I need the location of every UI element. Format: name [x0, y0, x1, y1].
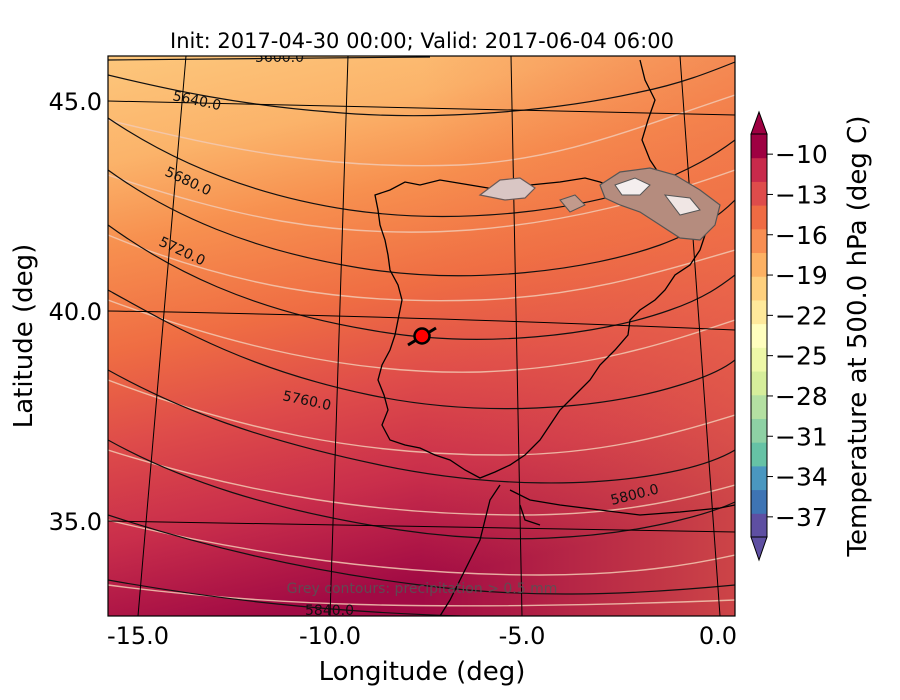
y-tick-labels: 45.0 40.0 35.0 — [49, 88, 102, 536]
colorbar-segment — [751, 489, 767, 514]
temperature-contours — [108, 94, 735, 607]
station-dot — [413, 327, 431, 345]
colorbar-segment — [751, 323, 767, 348]
precipitation-contours — [478, 167, 721, 241]
gridline-lat-40 — [108, 310, 735, 331]
map-frame — [107, 55, 736, 617]
x-tick-label: 0.0 — [699, 622, 737, 650]
y-axis-label: Latitude (deg) — [9, 244, 39, 429]
gridline-lon-0 — [679, 56, 721, 616]
france-coastline — [639, 59, 661, 176]
y-tick-label: 40.0 — [49, 298, 102, 326]
iberia-coastline — [374, 174, 711, 479]
x-tick-labels: -15.0 -10.0 -5.0 0.0 — [107, 622, 737, 650]
colorbar-tick-label: −13 — [775, 180, 828, 209]
gridline-lat-35 — [108, 520, 735, 533]
gridline-lon-m15 — [137, 56, 187, 616]
colorbar-segment — [751, 276, 767, 301]
colorbar-label: Temperature at 500.0 hPa (deg C) — [843, 116, 873, 558]
figure-title: Init: 2017-04-30 00:00; Valid: 2017-06-0… — [170, 29, 674, 53]
colorbar-tick-label: −28 — [775, 382, 828, 411]
precipitation-note: Grey contours: precipitation > 0.5 mm — [287, 581, 558, 597]
colorbar-min-extension — [750, 536, 768, 562]
colorbar-frame — [750, 133, 768, 538]
colorbar-segment — [751, 252, 767, 277]
colorbar-tick-label: −19 — [775, 261, 828, 290]
colorbar: −10 −13 −16 −19 −22 −25 −28 −31 −34 −37 Temperatu… — [750, 110, 873, 562]
coastlines — [374, 59, 735, 616]
x-tick-label: -5.0 — [499, 622, 546, 650]
colorbar-tick-label: −10 — [775, 140, 828, 169]
colorbar-tick-label: −34 — [775, 463, 828, 492]
gridline-lon-m10 — [329, 56, 349, 616]
morocco-coastline — [439, 484, 501, 616]
colorbar-segment — [751, 181, 767, 206]
colorbar-tick-label: −31 — [775, 422, 828, 451]
colorbar-segments — [751, 134, 767, 538]
colorbar-max-extension — [750, 110, 768, 135]
colorbar-ticks: −10 −13 −16 −19 −22 −25 −28 −31 −34 −37 — [767, 140, 828, 532]
colorbar-segment — [751, 228, 767, 254]
colorbar-segment — [751, 299, 767, 325]
map-panel: 5600.0 5640.0 5680.0 5720.0 5760.0 5800.… — [108, 50, 735, 619]
station-marker — [407, 326, 437, 347]
x-tick-label: -10.0 — [299, 622, 361, 650]
colorbar-tick-label: −16 — [775, 221, 828, 250]
colorbar-segment — [751, 513, 767, 538]
colorbar-segment — [751, 157, 767, 182]
height-contours — [108, 56, 735, 616]
x-axis-label: Longitude (deg) — [319, 657, 526, 687]
colorbar-segment — [751, 465, 767, 491]
colorbar-segment — [751, 442, 767, 467]
contour-label: 5600.0 — [255, 50, 304, 66]
contour-label: 5840.0 — [305, 603, 354, 619]
colorbar-tick-label: −37 — [775, 503, 828, 532]
colorbar-tick-label: −25 — [775, 342, 828, 371]
colorbar-segment — [751, 394, 767, 419]
x-tick-label: -15.0 — [107, 622, 169, 650]
colorbar-segment — [751, 205, 767, 230]
strait-detail — [519, 504, 541, 526]
colorbar-segment — [751, 347, 767, 372]
y-tick-label: 35.0 — [49, 508, 102, 536]
north-africa-coastline — [509, 489, 735, 516]
colorbar-segment — [751, 418, 767, 443]
colorbar-segment — [751, 371, 767, 396]
y-tick-label: 45.0 — [49, 88, 102, 116]
colorbar-segment — [751, 134, 767, 159]
colorbar-tick-label: −22 — [775, 301, 828, 330]
gridline-lon-m5 — [510, 56, 523, 616]
